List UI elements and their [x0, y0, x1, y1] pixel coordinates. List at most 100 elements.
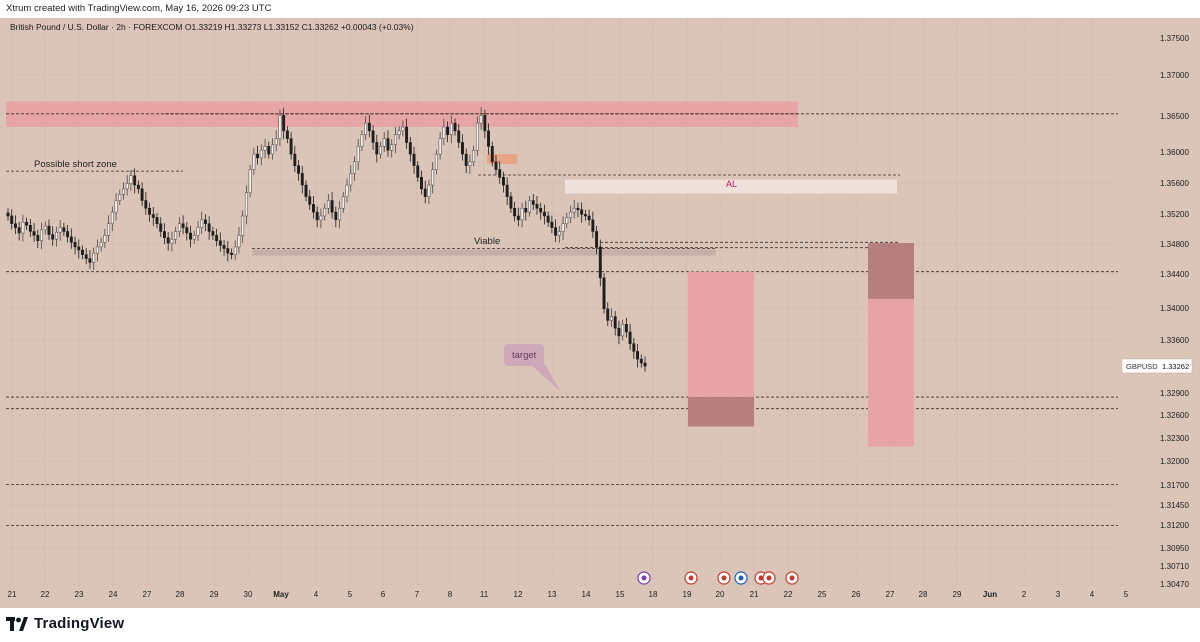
- time-tick-label: 28: [919, 590, 928, 599]
- candle-body: [449, 122, 453, 135]
- candle-body: [304, 184, 308, 197]
- candle-body: [95, 246, 99, 254]
- candle-body: [338, 207, 341, 221]
- candle-body: [613, 316, 617, 329]
- candle-body: [32, 231, 36, 236]
- time-tick-label: 6: [381, 590, 386, 599]
- candle-body: [274, 138, 278, 146]
- candle-body: [494, 161, 498, 170]
- price-tick-label: 1.37000: [1160, 71, 1189, 80]
- candle-body: [513, 207, 517, 217]
- time-tick-label: 21: [8, 590, 17, 599]
- time-axis[interactable]: 21 22 23 24 27 28 29 30 May 4 5 6 7 8 11 12 13 14 15 18 19 20…: [8, 590, 1129, 599]
- candle-body: [241, 215, 245, 236]
- candle-body: [375, 142, 379, 155]
- chart-svg[interactable]: Possible short zone Viable AL target Bri…: [0, 18, 1200, 608]
- economic-event-icon-dot: [688, 575, 694, 581]
- candle-body: [237, 235, 241, 248]
- entry-marker: [487, 154, 517, 164]
- candle-body: [550, 221, 554, 228]
- candle-body: [539, 207, 543, 213]
- tradingview-logo-icon: [6, 616, 28, 631]
- candle-body: [330, 200, 334, 213]
- candle-body: [617, 327, 621, 337]
- candle-body: [583, 214, 587, 217]
- candle-body: [442, 126, 446, 139]
- candle-body: [416, 165, 420, 178]
- time-tick-label: 14: [582, 590, 591, 599]
- candle-body: [185, 227, 189, 234]
- candle-body: [554, 227, 558, 236]
- candle-body: [453, 122, 457, 132]
- legend-low: L1.33152: [264, 22, 300, 32]
- tradingview-logo[interactable]: TradingView: [6, 615, 124, 632]
- candle-body: [367, 122, 371, 132]
- candle-body: [233, 246, 237, 255]
- candle-body: [215, 235, 219, 241]
- price-tick-label: 1.30710: [1160, 562, 1189, 571]
- candle-body: [136, 184, 140, 190]
- candle-body: [300, 173, 304, 186]
- candle-body: [312, 204, 315, 213]
- legend-symbol: British Pound / U.S. Dollar: [10, 22, 109, 32]
- candle-body: [192, 235, 196, 240]
- candle-body: [200, 219, 204, 228]
- candle-body: [505, 184, 509, 197]
- candle-body: [632, 343, 636, 352]
- price-chart[interactable]: Possible short zone Viable AL target Bri…: [0, 18, 1200, 608]
- economic-event-icon-dot: [738, 575, 744, 581]
- candle-body: [6, 212, 10, 217]
- candle-body: [401, 126, 405, 132]
- candle-body: [315, 211, 319, 221]
- price-axis[interactable]: 1.37500 1.37000 1.36500 1.36000 1.35600 1.352…: [1120, 18, 1200, 608]
- candle-body: [405, 126, 409, 143]
- chart-annotations: Possible short zone Viable AL target Bri…: [10, 22, 737, 391]
- price-tick-label: 1.30470: [1160, 580, 1189, 589]
- candle-body: [595, 231, 599, 248]
- candle-body: [196, 227, 200, 236]
- candle-body: [203, 219, 207, 224]
- time-tick-label: 26: [852, 590, 861, 599]
- candle-body: [14, 223, 17, 228]
- price-tick-label: 1.32300: [1160, 434, 1189, 443]
- time-tick-label: 18: [649, 590, 658, 599]
- legend-change: +0.00043 (+0.03%): [341, 22, 414, 32]
- candle-body: [390, 144, 394, 151]
- candle-body: [285, 130, 289, 139]
- time-tick-label: 4: [1090, 590, 1095, 599]
- price-tick-label: 1.35200: [1160, 210, 1189, 219]
- candle-body: [490, 146, 494, 163]
- economic-event-icon-dot: [641, 575, 647, 581]
- economic-event-icon-dot: [766, 575, 772, 581]
- annotation-possible-short-zone: Possible short zone: [34, 159, 117, 170]
- price-tick-label: 1.35600: [1160, 179, 1189, 188]
- candle-body: [297, 165, 301, 174]
- candle-body: [230, 252, 233, 255]
- time-tick-label: 23: [75, 590, 84, 599]
- candle-body: [92, 252, 96, 263]
- price-tick-label: 1.32900: [1160, 389, 1189, 398]
- time-tick-label: 22: [784, 590, 793, 599]
- candle-body: [397, 130, 401, 135]
- candle-body: [107, 223, 111, 236]
- candle-body: [66, 231, 70, 238]
- candle-body: [509, 196, 513, 209]
- time-tick-label: 7: [415, 590, 420, 599]
- candle-body: [483, 115, 487, 132]
- candle-body: [252, 153, 256, 170]
- time-tick-label: 11: [480, 590, 489, 599]
- price-tick-label: 1.30950: [1160, 544, 1189, 553]
- candle-body: [25, 221, 29, 226]
- candle-body: [226, 248, 230, 254]
- candle-body: [267, 146, 271, 155]
- time-tick-label: 25: [818, 590, 827, 599]
- candle-body: [341, 196, 345, 209]
- candle-body: [572, 207, 576, 213]
- al-zone: [565, 179, 897, 194]
- time-tick-label: 27: [143, 590, 152, 599]
- candle-body: [531, 200, 535, 205]
- candle-body: [382, 138, 386, 147]
- candle-body: [464, 153, 468, 166]
- candle-body: [177, 223, 181, 232]
- annotation-al: AL: [726, 179, 737, 189]
